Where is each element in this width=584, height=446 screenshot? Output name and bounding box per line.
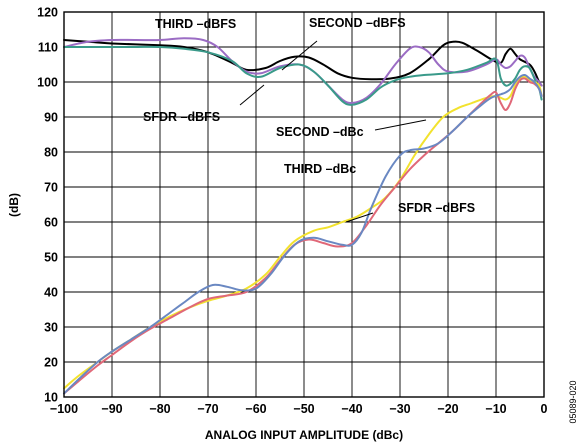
x-tick-label: 0 <box>541 402 548 416</box>
y-tick-label: 30 <box>44 321 58 335</box>
axis-ticks: −100 −90 −80 −70 −60 −50 −40 −30 −20 −10 010203040… <box>37 6 547 417</box>
annotation-leaders <box>239 40 427 223</box>
x-tick-label: −60 <box>245 402 266 416</box>
y-tick-label: 50 <box>44 251 58 265</box>
chart-grid <box>64 12 544 397</box>
y-tick-label: 100 <box>37 76 58 90</box>
y-tick-label: 10 <box>44 391 58 405</box>
annotation-third-dbfs: THIRD –dBFS <box>155 17 236 31</box>
series-line-third-dbfs <box>63 37 543 105</box>
annotation-second-dbc: SECOND –dBc <box>276 125 364 139</box>
series-line-sfdr-dbfs <box>63 45 543 106</box>
plot-frame <box>63 11 545 398</box>
y-tick-label: 60 <box>44 216 58 230</box>
figure-id: 05089-020 <box>568 380 578 423</box>
y-tick-label: 70 <box>44 181 58 195</box>
annotations: THIRD –dBFS SECOND –dBFS SFDR –dBFS SECO… <box>143 16 475 215</box>
leader-sfdr-dbfs-upper <box>239 84 265 106</box>
leader-second-dbfs <box>281 40 318 71</box>
chart-series <box>63 37 543 395</box>
series-line-third-dbc <box>63 77 543 395</box>
series-line-second-dbc <box>63 75 543 390</box>
y-axis-label: (dB) <box>7 193 21 217</box>
leader-second-dbc <box>374 119 427 131</box>
y-tick-label: 40 <box>44 286 58 300</box>
x-axis-label: ANALOG INPUT AMPLITUDE (dBc) <box>205 428 403 442</box>
x-tick-label: −30 <box>389 402 410 416</box>
annotation-sfdr-dbfs-lower: SFDR –dBFS <box>398 201 475 215</box>
annotation-sfdr-dbfs-upper: SFDR –dBFS <box>143 110 220 124</box>
y-tick-label: 110 <box>38 41 58 55</box>
series-line-sfdr-dbfs-lower <box>63 73 543 395</box>
y-tick-label: 20 <box>44 356 58 370</box>
y-tick-label: 90 <box>44 111 58 125</box>
x-tick-label: −10 <box>485 402 506 416</box>
x-tick-label: −50 <box>293 402 314 416</box>
x-tick-label: −100 <box>50 402 78 416</box>
x-tick-label: −80 <box>149 402 170 416</box>
x-tick-label: −40 <box>341 402 362 416</box>
annotation-third-dbc: THIRD –dBc <box>284 162 356 176</box>
leader-sfdr-dbfs-lower <box>345 212 374 223</box>
y-tick-label: 120 <box>37 6 58 20</box>
x-tick-label: −20 <box>437 402 458 416</box>
y-tick-label: 80 <box>44 146 58 160</box>
x-tick-label: −70 <box>197 402 218 416</box>
x-tick-label: −90 <box>101 402 122 416</box>
annotation-second-dbfs: SECOND –dBFS <box>309 16 406 30</box>
